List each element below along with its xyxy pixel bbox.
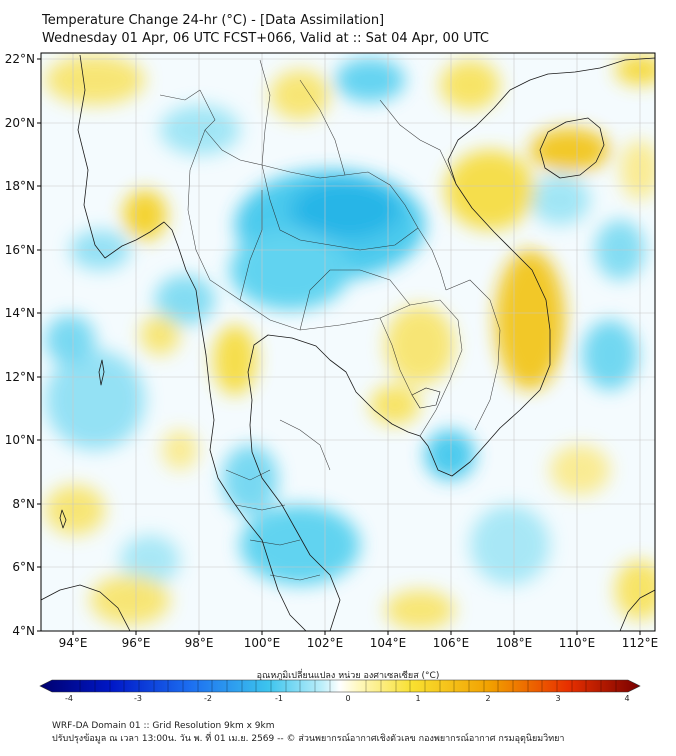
colorbar-tick: 0 [345, 694, 350, 703]
lat-label: 20°N [5, 116, 35, 130]
coastlines [41, 54, 655, 631]
lat-label: 12°N [5, 370, 35, 384]
lat-label: 16°N [5, 243, 35, 257]
admin-borders [159, 59, 501, 581]
footer-line-2: ปรับปรุงข้อมูล ณ เวลา 13:00น. วัน พ. ที่… [52, 734, 565, 744]
lon-label: 104°E [370, 636, 407, 650]
lon-label: 98°E [185, 636, 214, 650]
footer-line-1: WRF-DA Domain 01 :: Grid Resolution 9km … [52, 721, 275, 731]
colorbar-tick: -1 [275, 694, 283, 703]
colorbar-tick: 4 [624, 694, 629, 703]
colorbar-label: อุณหภูมิเปลี่ยนแปลง หน่วย องศาเซลเซียส (… [257, 668, 440, 681]
map-title: Temperature Change 24-hr (°C) - [Data As… [42, 12, 489, 48]
lat-label: 4°N [12, 624, 35, 638]
tonle-sap-lake [411, 387, 441, 409]
lon-label: 102°E [307, 636, 344, 650]
lon-label: 96°E [122, 636, 151, 650]
lat-label: 10°N [5, 433, 35, 447]
lon-label: 106°E [433, 636, 470, 650]
colorbar-tick: -4 [65, 694, 73, 703]
lon-label: 100°E [244, 636, 281, 650]
title-line-2: Wednesday 01 Apr, 06 UTC FCST+066, Valid… [42, 31, 489, 46]
title-line-1: Temperature Change 24-hr (°C) - [Data As… [42, 13, 385, 28]
lat-label: 6°N [12, 560, 35, 574]
lon-label: 112°E [622, 636, 659, 650]
graticule [41, 53, 655, 631]
lon-label: 110°E [559, 636, 596, 650]
colorbar-tick: -2 [204, 694, 212, 703]
colorbar-tick: 3 [555, 694, 560, 703]
lon-label: 94°E [59, 636, 88, 650]
lat-label: 22°N [5, 52, 35, 66]
colorbar-tick: -3 [134, 694, 142, 703]
lon-ticks [72, 631, 641, 635]
colorbar-tick: 2 [485, 694, 490, 703]
lon-label: 108°E [496, 636, 533, 650]
colorbar-ticks: -4 -3 -2 -1 0 1 2 3 4 [65, 694, 630, 703]
colorbar-tick: 1 [415, 694, 420, 703]
lat-label: 8°N [12, 497, 35, 511]
lat-labels: 22°N 20°N 18°N 16°N 14°N 12°N 10°N 8°N 6… [5, 52, 35, 638]
lat-label: 14°N [5, 306, 35, 320]
colorbar [39, 679, 641, 693]
footer: WRF-DA Domain 01 :: Grid Resolution 9km … [52, 720, 565, 746]
lat-ticks [37, 58, 41, 632]
map-frame [40, 52, 656, 632]
lat-label: 18°N [5, 179, 35, 193]
temperature-field [41, 53, 655, 631]
lon-labels: 94°E 96°E 98°E 100°E 102°E 104°E 106°E 1… [59, 636, 659, 650]
